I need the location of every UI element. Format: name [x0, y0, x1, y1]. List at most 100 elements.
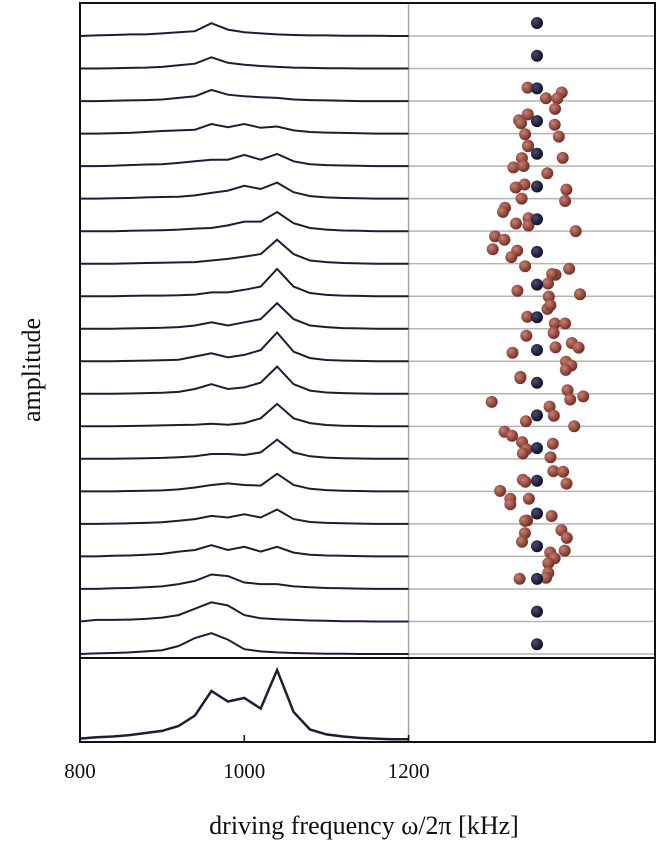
ion	[531, 245, 543, 258]
ion	[568, 420, 581, 433]
spectrum-line	[79, 601, 409, 623]
ion	[543, 400, 556, 413]
ion	[540, 571, 553, 584]
spectrum-line	[80, 152, 409, 168]
spectrum-line	[80, 331, 409, 363]
ion	[531, 115, 543, 128]
x-tick-label: 1200	[388, 759, 430, 783]
ion	[531, 311, 543, 324]
ion	[516, 535, 528, 548]
ion	[574, 288, 586, 301]
ion	[522, 219, 535, 232]
spectrum-line	[80, 238, 409, 265]
ion	[531, 409, 543, 422]
ion	[486, 243, 499, 256]
x-axis-label: driving frequency ω/2π [kHz]	[209, 811, 519, 840]
ion	[559, 317, 572, 330]
spectrum-line	[80, 365, 409, 395]
ion	[560, 183, 573, 196]
spectrum-line	[80, 301, 409, 330]
ion	[515, 117, 527, 130]
ion	[531, 572, 543, 585]
ion	[552, 130, 565, 143]
ion	[511, 284, 524, 297]
spectrum-line	[80, 267, 409, 298]
x-tick-label: 1000	[223, 759, 265, 783]
spectrum-line	[80, 508, 409, 525]
ion	[542, 557, 555, 570]
ion	[515, 192, 528, 205]
ion	[506, 346, 519, 359]
spectrum-line	[80, 544, 409, 558]
ion	[531, 605, 543, 618]
ion	[507, 161, 520, 174]
spectrum-line	[80, 472, 409, 493]
ion	[560, 531, 573, 544]
ion	[548, 118, 561, 131]
ion	[489, 230, 501, 243]
ion	[546, 437, 559, 450]
ion	[539, 92, 552, 105]
ion	[559, 195, 572, 207]
ion	[531, 507, 543, 520]
ion	[510, 217, 522, 230]
ion	[514, 372, 527, 385]
ion	[519, 475, 532, 488]
ion	[521, 81, 534, 94]
spectrum-line	[80, 402, 409, 428]
total-spectrum-line	[79, 666, 409, 741]
ion	[531, 49, 543, 62]
ion	[547, 465, 560, 478]
ion	[521, 108, 534, 121]
ion	[521, 310, 534, 323]
ion	[509, 181, 522, 194]
ion	[549, 102, 561, 115]
spectrum-line	[80, 122, 409, 135]
spectrum-line	[79, 22, 409, 37]
ion	[546, 268, 559, 280]
ion	[498, 233, 511, 246]
ion	[547, 409, 560, 422]
spectrum-line	[80, 210, 409, 233]
ion	[531, 442, 543, 455]
spectrum-line	[80, 573, 409, 590]
ion	[497, 205, 509, 218]
ion	[577, 390, 590, 403]
ion	[531, 82, 543, 95]
spectrum-line	[80, 88, 409, 103]
ion	[572, 341, 585, 354]
plot-frame	[79, 2, 656, 743]
ion	[531, 376, 543, 389]
ion	[520, 329, 533, 342]
ion	[506, 429, 518, 442]
ion	[531, 638, 543, 651]
ion	[485, 395, 498, 408]
ion	[559, 363, 572, 376]
ion	[544, 451, 557, 464]
ion	[551, 92, 564, 105]
ion	[556, 151, 569, 164]
ion	[558, 544, 571, 557]
ion	[563, 262, 576, 275]
ion	[519, 514, 532, 527]
ion	[531, 278, 543, 291]
ion	[531, 213, 543, 226]
ion	[542, 277, 554, 290]
ion	[505, 251, 518, 264]
spectrum-line	[80, 438, 409, 460]
ion	[517, 160, 530, 172]
ion	[494, 484, 507, 497]
y-axis-label: amplitude	[17, 318, 46, 422]
ion	[544, 299, 557, 312]
ion	[519, 415, 532, 428]
ion	[531, 17, 543, 29]
ion	[531, 540, 543, 553]
ion	[561, 384, 574, 397]
spectrum-line	[80, 56, 409, 70]
spectrum-line	[79, 632, 409, 655]
ion	[522, 492, 535, 505]
ion	[531, 474, 543, 487]
ion	[531, 180, 543, 193]
ion	[569, 225, 582, 238]
